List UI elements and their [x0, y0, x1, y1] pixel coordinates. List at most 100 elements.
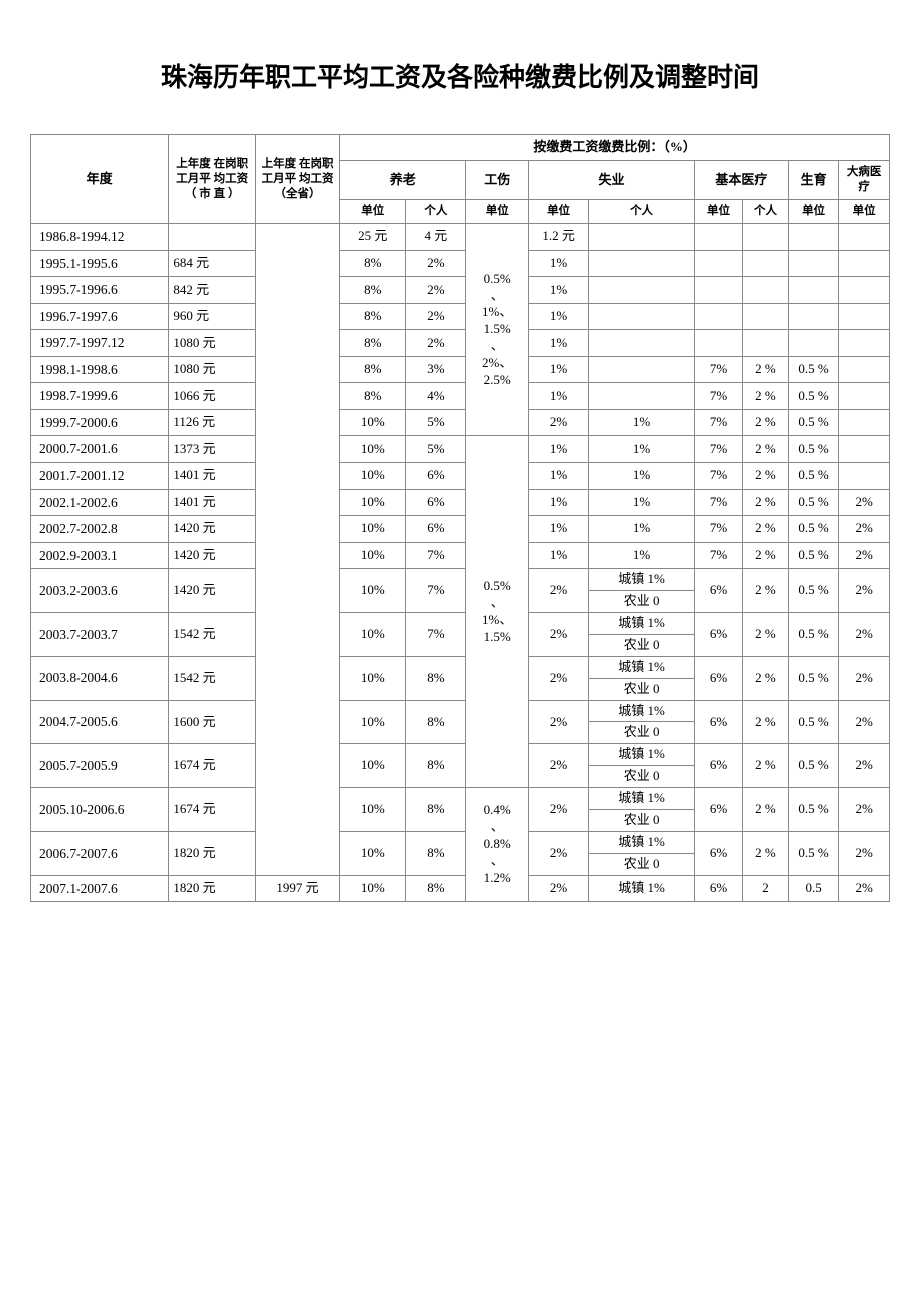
cell-year: 1998.7-1999.6: [31, 383, 169, 410]
cell-unemployment-unit: 1%: [529, 277, 589, 304]
cell-major: 2%: [839, 613, 890, 657]
cell-medical-unit: [695, 250, 743, 277]
cell-year: 1997.7-1997.12: [31, 330, 169, 357]
cell-medical-unit: 6%: [695, 831, 743, 875]
cell-unemployment-unit: 1%: [529, 489, 589, 516]
cell-major: 2%: [839, 831, 890, 875]
cell-medical-person: 2 %: [743, 489, 789, 516]
cell-wage-city: 1600 元: [169, 700, 256, 744]
cell-pension-unit: 8%: [340, 330, 406, 357]
cell-medical-unit: [695, 277, 743, 304]
cell-injury-merged: 0.5% 、 1%、 1.5%: [466, 436, 529, 788]
cell-pension-unit: 25 元: [340, 224, 406, 251]
cell-unemployment-person: 城镇 1%农业 0: [589, 569, 695, 613]
cell-wage-city: 1542 元: [169, 656, 256, 700]
cell-medical-person: 2 %: [743, 569, 789, 613]
cell-wage-prov-merged: [255, 224, 339, 876]
cell-unemployment-person: 城镇 1%农业 0: [589, 656, 695, 700]
cell-pension-unit: 8%: [340, 277, 406, 304]
table-row: 2004.7-2005.61600 元10%8%2%城镇 1%农业 06%2 %…: [31, 700, 890, 744]
cell-major: 2%: [839, 489, 890, 516]
cell-unemployment-person: [589, 383, 695, 410]
cell-year: 2003.2-2003.6: [31, 569, 169, 613]
cell-medical-person: 2 %: [743, 356, 789, 383]
cell-pension-person: 8%: [406, 700, 466, 744]
cell-unemployment-person: 城镇 1%农业 0: [589, 788, 695, 832]
cell-year: 2006.7-2007.6: [31, 831, 169, 875]
cell-major: [839, 356, 890, 383]
table-row: 2005.10-2006.61674 元10%8%0.4% 、 0.8% 、 1…: [31, 788, 890, 832]
cell-maternity: 0.5 %: [788, 656, 839, 700]
cell-medical-person: 2 %: [743, 542, 789, 569]
header-unemployment: 失业: [529, 161, 695, 200]
cell-medical-unit: 7%: [695, 356, 743, 383]
cell-unemployment-unit: 2%: [529, 875, 589, 902]
cell-medical-unit: [695, 224, 743, 251]
cell-wage-city: 1401 元: [169, 489, 256, 516]
cell-medical-person: 2 %: [743, 613, 789, 657]
header-unit: 单位: [340, 200, 406, 224]
table-row: 1986.8-1994.1225 元4 元0.5% 、 1%、 1.5% 、 2…: [31, 224, 890, 251]
cell-unemployment-unit: 2%: [529, 569, 589, 613]
table-body: 1986.8-1994.1225 元4 元0.5% 、 1%、 1.5% 、 2…: [31, 224, 890, 902]
cell-medical-person: 2 %: [743, 383, 789, 410]
cell-unemployment-person: 1%: [589, 436, 695, 463]
cell-unemployment-unit: 1%: [529, 463, 589, 490]
cell-unemployment-person: 1%: [589, 516, 695, 543]
cell-unemployment-unit: 1%: [529, 303, 589, 330]
cell-pension-unit: 10%: [340, 744, 406, 788]
cell-medical-unit: 7%: [695, 489, 743, 516]
cell-major: 2%: [839, 788, 890, 832]
cell-maternity: 0.5 %: [788, 542, 839, 569]
header-pension: 养老: [340, 161, 466, 200]
cell-major: [839, 463, 890, 490]
cell-maternity: 0.5 %: [788, 489, 839, 516]
cell-wage-city: 1066 元: [169, 383, 256, 410]
cell-pension-person: 4%: [406, 383, 466, 410]
table-row: 1995.7-1996.6842 元8%2%1%: [31, 277, 890, 304]
cell-pension-person: 3%: [406, 356, 466, 383]
cell-pension-unit: 10%: [340, 613, 406, 657]
cell-major: [839, 303, 890, 330]
cell-pension-person: 6%: [406, 489, 466, 516]
header-medical: 基本医疗: [695, 161, 789, 200]
table-row: 2006.7-2007.61820 元10%8%2%城镇 1%农业 06%2 %…: [31, 831, 890, 875]
cell-maternity: 0.5 %: [788, 613, 839, 657]
cell-year: 1986.8-1994.12: [31, 224, 169, 251]
cell-pension-person: 8%: [406, 875, 466, 902]
cell-medical-person: 2 %: [743, 700, 789, 744]
header-ratio: 按缴费工资缴费比例：（%）: [340, 135, 890, 161]
cell-medical-unit: 6%: [695, 613, 743, 657]
cell-pension-unit: 10%: [340, 875, 406, 902]
cell-maternity: 0.5 %: [788, 436, 839, 463]
cell-unemployment-person: [589, 356, 695, 383]
cell-major: 2%: [839, 700, 890, 744]
cell-year: 2002.9-2003.1: [31, 542, 169, 569]
cell-medical-person: 2 %: [743, 516, 789, 543]
header-person: 个人: [743, 200, 789, 224]
cell-unemployment-person: [589, 330, 695, 357]
cell-major: 2%: [839, 542, 890, 569]
cell-pension-unit: 8%: [340, 356, 406, 383]
cell-wage-city: 1373 元: [169, 436, 256, 463]
cell-wage-prov: 1997 元: [255, 875, 339, 902]
cell-medical-person: 2 %: [743, 409, 789, 436]
cell-wage-city: 960 元: [169, 303, 256, 330]
wage-table: 年度 上年度 在岗职 工月平 均工资（ 市 直 ） 上年度 在岗职 工月平 均工…: [30, 134, 890, 902]
header-wage-prov: 上年度 在岗职 工月平 均工资（全省）: [255, 135, 339, 224]
cell-unemployment-person: 1%: [589, 489, 695, 516]
cell-unemployment-unit: 2%: [529, 788, 589, 832]
cell-medical-person: [743, 330, 789, 357]
cell-pension-unit: 10%: [340, 516, 406, 543]
cell-maternity: [788, 330, 839, 357]
cell-year: 2000.7-2001.6: [31, 436, 169, 463]
cell-pension-person: 6%: [406, 463, 466, 490]
cell-pension-unit: 10%: [340, 436, 406, 463]
cell-pension-person: 2%: [406, 303, 466, 330]
cell-wage-city: 1674 元: [169, 744, 256, 788]
cell-medical-unit: [695, 303, 743, 330]
cell-year: 2004.7-2005.6: [31, 700, 169, 744]
cell-maternity: [788, 277, 839, 304]
cell-medical-person: 2 %: [743, 463, 789, 490]
cell-year: 2005.7-2005.9: [31, 744, 169, 788]
